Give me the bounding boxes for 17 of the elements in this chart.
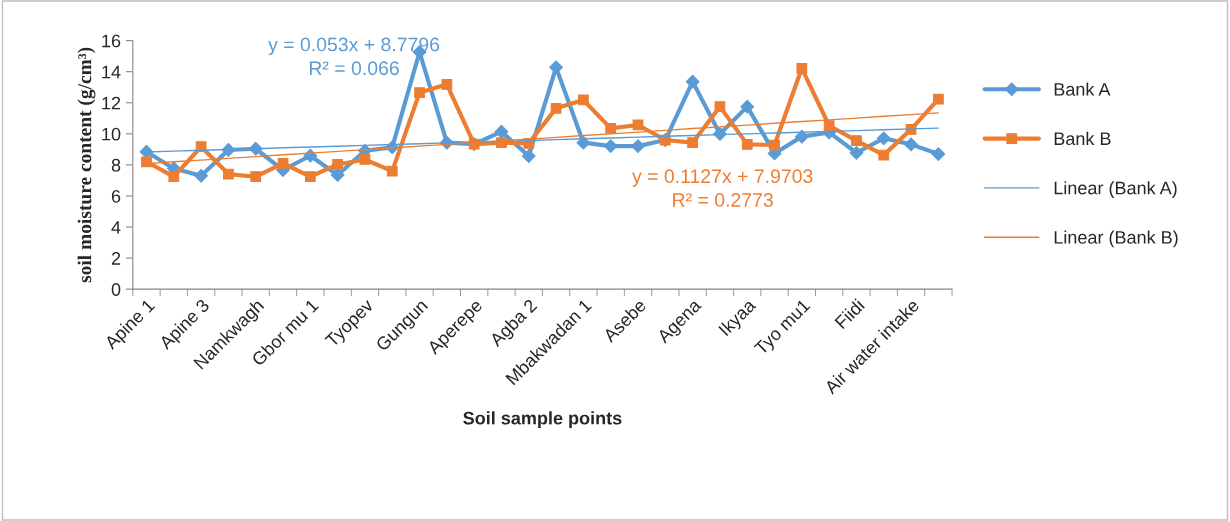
y-tick-label: 14	[102, 65, 121, 79]
y-tick-label: 12	[102, 96, 121, 110]
y-tick-label: 6	[111, 189, 121, 203]
legend-label: Bank A	[1054, 82, 1111, 96]
y-tick-label: 2	[111, 252, 121, 265]
annotation: y = 0.1127x + 7.9703 R² = 0.2773	[632, 169, 813, 207]
y-tick-label: 16	[102, 34, 121, 48]
y-tick-label: 10	[102, 127, 121, 141]
legend-label: Linear (Bank B)	[1054, 230, 1178, 248]
y-tick-label: 4	[111, 221, 121, 234]
x-axis-title: Soil sample points	[463, 411, 622, 429]
y-tick-label: 0	[111, 283, 121, 296]
legend-label: Linear (Bank A)	[1054, 181, 1177, 198]
y-tick-label: 8	[111, 158, 121, 172]
annotation: y = 0.053x + 8.7796 R² = 0.066	[268, 37, 440, 76]
y-axis-title: soil moisture content (g/cm³)	[77, 47, 96, 283]
legend-label: Bank B	[1054, 131, 1111, 146]
